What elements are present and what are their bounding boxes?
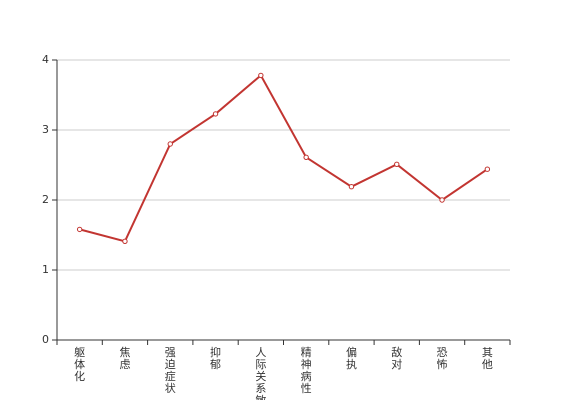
- x-tick-label: 人际关系敏感: [255, 346, 266, 400]
- line: [79, 73, 488, 243]
- y-tick-label: 1: [42, 263, 49, 276]
- point: [122, 238, 128, 245]
- x-tick-label: 抑郁: [210, 345, 221, 371]
- x-tick-label: 躯体化: [74, 346, 85, 383]
- point: [348, 184, 355, 190]
- x-tick-label: 其他: [482, 346, 493, 371]
- y-tick-label: 3: [42, 123, 49, 136]
- point: [76, 226, 83, 233]
- point: [484, 166, 491, 172]
- point: [439, 197, 445, 203]
- y-tick-label: 0: [42, 333, 49, 346]
- point: [167, 141, 173, 147]
- x-tick-label: 强迫症状: [165, 346, 176, 395]
- point: [394, 161, 400, 168]
- x-tick-label: 偏执: [346, 345, 357, 371]
- x-tick-label: 敌对: [391, 345, 402, 371]
- x-tick-label: 焦虑: [119, 346, 130, 371]
- y-tick-label: 2: [42, 193, 49, 206]
- x-tick-label: 恐怖: [437, 346, 448, 371]
- x-tick-label: 精神病性: [301, 346, 312, 395]
- point: [212, 111, 219, 117]
- y-tick-label: 4: [42, 53, 49, 66]
- point: [303, 154, 309, 161]
- point: [258, 72, 264, 79]
